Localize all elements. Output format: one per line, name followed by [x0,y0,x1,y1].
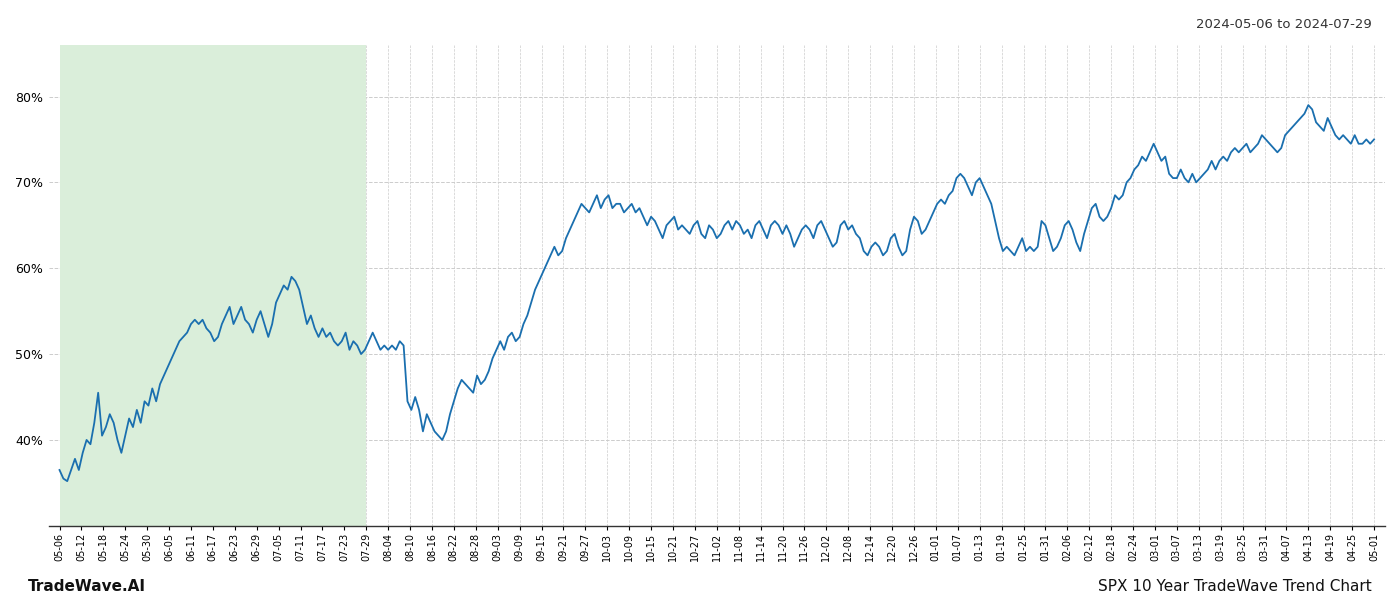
Text: TradeWave.AI: TradeWave.AI [28,579,146,594]
Text: 2024-05-06 to 2024-07-29: 2024-05-06 to 2024-07-29 [1196,18,1372,31]
Bar [60,45,367,526]
Text: SPX 10 Year TradeWave Trend Chart: SPX 10 Year TradeWave Trend Chart [1098,579,1372,594]
